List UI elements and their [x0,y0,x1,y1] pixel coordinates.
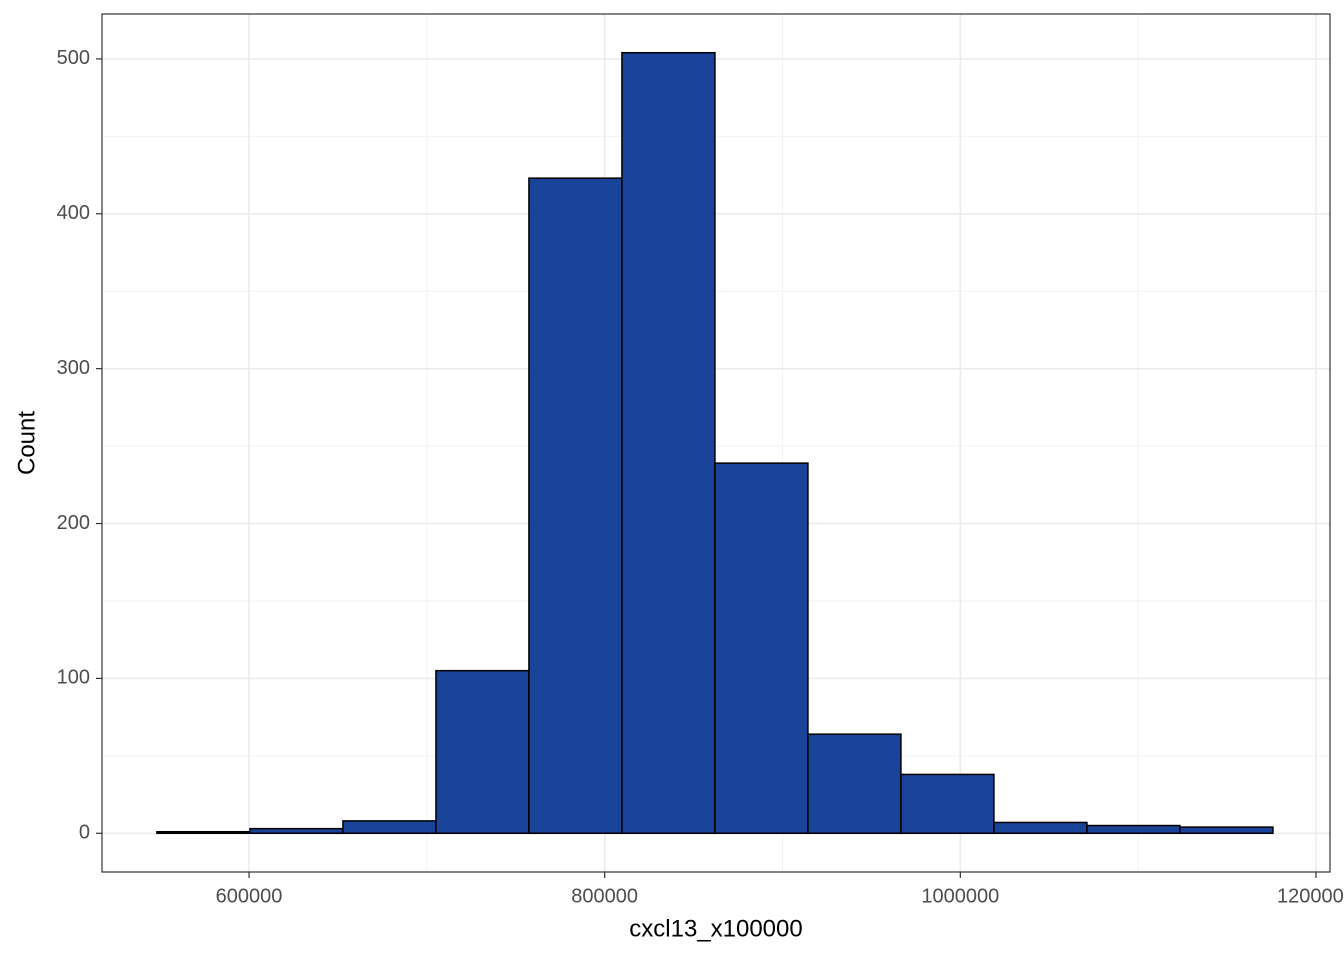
bars [156,51,1274,835]
bar [807,733,902,835]
bar [900,773,995,835]
x-tick-label: 1000000 [921,885,999,907]
bar [621,51,716,835]
y-tick-label: 300 [57,357,90,379]
bar [1179,826,1274,835]
x-tick-label: 800000 [571,885,638,907]
bar [435,669,530,835]
bar [342,820,437,835]
x-axis-title: cxcl13_x100000 [629,915,802,942]
x-tick-label: 600000 [216,885,283,907]
y-tick-label: 0 [79,822,90,844]
y-tick-label: 500 [57,47,90,69]
bar [528,177,623,835]
bar [1086,824,1181,835]
y-tick-label: 100 [57,667,90,689]
y-tick-label: 400 [57,202,90,224]
bar [714,462,809,835]
panel-border [101,13,1331,873]
y-axis-title: Count [13,411,40,475]
bar [156,830,251,835]
bar [993,821,1088,835]
y-tick-label: 200 [57,512,90,534]
bar [249,827,344,835]
